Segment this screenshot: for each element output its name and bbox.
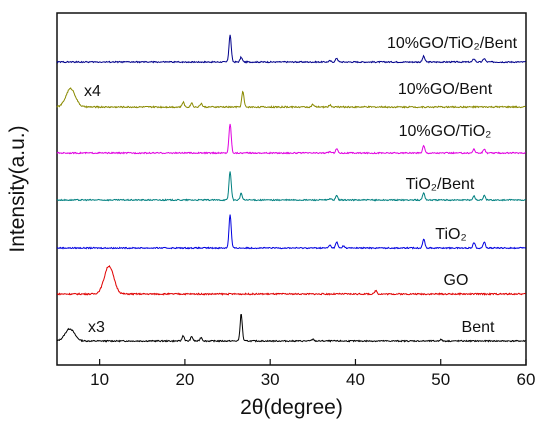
series-line [56,87,526,109]
series-line [56,314,526,343]
series-label: 10%GO/TiO₂/Bent [387,35,518,52]
x-axis-title: 2θ(degree) [240,396,343,419]
series-label: GO [444,272,469,289]
series-line [56,34,526,64]
series-line [56,264,526,296]
series-line [56,214,526,250]
plot-frame [56,12,527,366]
series-line [56,171,526,202]
series-label: 10%GO/Bent [398,81,493,98]
x-tick-label: 50 [431,370,450,389]
x-tick-label: 30 [261,370,280,389]
x-tick-label: 40 [346,370,365,389]
x-tick-label: 60 [517,370,536,389]
scale-annotation: x4 [84,83,101,100]
y-axis-title: Intensity(a.u.) [6,125,29,252]
scale-annotation: x3 [88,319,105,336]
series-label: TiO₂/Bent [406,176,475,193]
x-tick-label: 20 [175,370,194,389]
x-tick-label: 10 [90,370,109,389]
series-label: 10%GO/TiO₂ [399,123,492,140]
series-label: TiO₂ [435,226,466,243]
series-label: Bent [462,319,495,336]
series-line [56,123,526,155]
